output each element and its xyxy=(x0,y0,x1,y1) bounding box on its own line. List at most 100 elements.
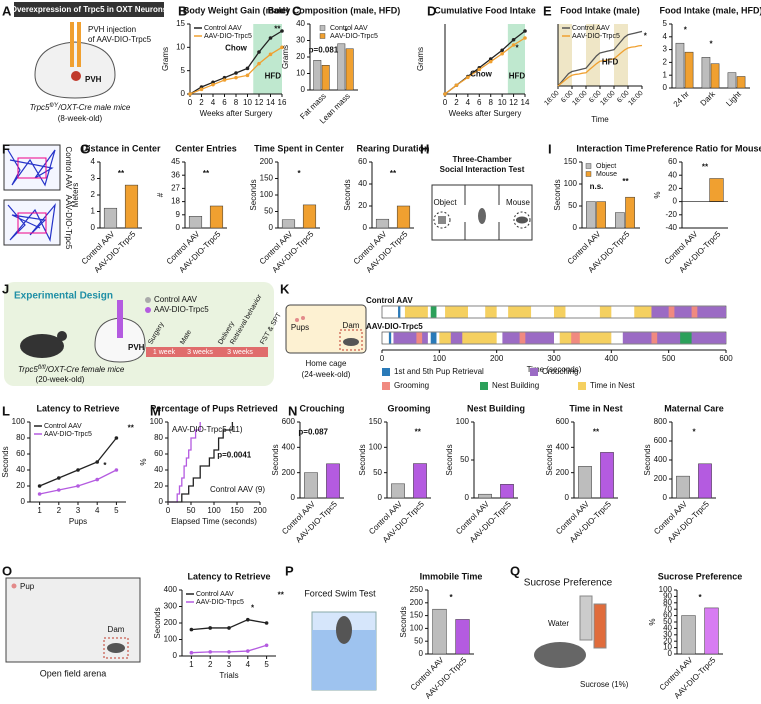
x-tick-label: 8 xyxy=(488,98,493,107)
y-axis-label: % xyxy=(653,191,662,198)
segment xyxy=(393,332,428,344)
x-tick-label: 5 xyxy=(264,660,269,669)
x-tick-label: 0 xyxy=(380,354,385,363)
chart-title: Nest Building xyxy=(467,403,525,413)
annotation: ** xyxy=(622,177,629,186)
genotype: fl/Y xyxy=(50,103,60,109)
annotation: ** xyxy=(593,428,600,437)
chart-title: Percentage of Pups Retrieved xyxy=(150,403,278,413)
bar xyxy=(375,218,390,229)
x-tick-label: 3 xyxy=(227,660,232,669)
y-tick-label: 400 xyxy=(164,585,178,594)
strain: Trpc5fl/fl/OXT-Cre female mice xyxy=(18,365,125,375)
y-tick-label: 0 xyxy=(176,223,181,232)
y-tick-label: 0 xyxy=(269,223,274,232)
x-tick-label: 18:00 xyxy=(543,90,560,107)
y-axis-label: Grams xyxy=(161,47,170,71)
y-tick-label: 50 xyxy=(414,636,423,645)
x-tick-label: 500 xyxy=(662,354,676,363)
legend-label: Control AAV xyxy=(572,25,610,32)
arena-label: Open field arena xyxy=(40,668,107,678)
y-tick-label: 100 xyxy=(564,179,578,188)
y-tick-label: 60 xyxy=(16,449,25,458)
legend-swatch xyxy=(530,368,538,376)
point xyxy=(477,67,482,72)
y-axis-label: % xyxy=(648,618,657,625)
y-tick-label: 50 xyxy=(460,455,469,464)
point xyxy=(268,52,273,57)
annotation: * xyxy=(709,40,713,49)
x-axis-label: Weeks after Surgery xyxy=(449,109,522,118)
x-axis-label: Weeks after Surgery xyxy=(200,109,273,118)
y-axis-label: Seconds xyxy=(153,607,162,638)
legend-label: Control AAV (9) xyxy=(210,485,265,494)
x-tick-label: 100 xyxy=(207,506,221,515)
x-tick-label: 10 xyxy=(498,98,507,107)
chart-title: Grooming xyxy=(388,403,431,413)
segment xyxy=(554,306,566,318)
point xyxy=(211,82,215,87)
x-tick-label: 16 xyxy=(278,98,287,107)
bar xyxy=(615,212,625,229)
point xyxy=(246,617,250,622)
y-tick-label: 100 xyxy=(456,417,470,426)
y-tick-label: 400 xyxy=(556,442,570,451)
bar xyxy=(209,205,224,229)
y-tick-label: 100 xyxy=(12,417,26,426)
annotation: Chow xyxy=(470,70,493,79)
panel-label: D xyxy=(427,3,436,18)
point xyxy=(280,29,284,33)
group-label: AAV-DIO-Trpc5 xyxy=(154,305,209,314)
segment xyxy=(651,306,726,318)
panel-label: J xyxy=(2,281,9,296)
y-axis-label: Grams xyxy=(281,45,290,69)
point xyxy=(234,75,238,80)
legend-swatch xyxy=(319,33,326,39)
legend-swatch xyxy=(480,382,488,390)
water-label: Water xyxy=(548,619,569,628)
y-tick-label: 20 xyxy=(296,52,305,61)
point xyxy=(264,643,269,648)
brain xyxy=(34,41,116,99)
legend-swatch xyxy=(382,368,390,376)
shaded-region xyxy=(586,24,600,86)
pup-label: Pup xyxy=(20,582,35,591)
y-tick-label: 200 xyxy=(164,618,178,627)
bar xyxy=(124,184,139,229)
y-tick-label: 27 xyxy=(171,184,180,193)
y-tick-label: 60 xyxy=(663,611,672,620)
legend-label: 1st and 5th Pup Retrieval xyxy=(394,367,484,376)
y-tick-label: 2 xyxy=(91,190,96,199)
chart-title: Food Intake (male) xyxy=(560,5,640,15)
x-tick-label: 150 xyxy=(230,506,244,515)
segment xyxy=(502,332,554,344)
y-tick-label: 0 xyxy=(91,223,96,232)
chart-title: Rearing Duration xyxy=(356,143,429,153)
y-tick-label: 40 xyxy=(668,170,677,179)
point xyxy=(246,649,250,653)
bar xyxy=(345,48,354,91)
x-tick-label: AAV-DIO-Trpc5 xyxy=(672,655,717,700)
syringe xyxy=(117,300,123,338)
x-tick-label: 24 hr xyxy=(672,89,691,108)
strain-rest: /OXT-Cre female mice xyxy=(45,365,125,374)
x-axis-label: Trials xyxy=(219,671,238,680)
bar xyxy=(313,60,322,91)
interval: 1 week xyxy=(153,349,176,356)
pup xyxy=(11,583,17,589)
y-tick-label: 0 xyxy=(668,649,673,658)
y-axis-label: Grams xyxy=(416,47,425,71)
banner-text: Overexpression of Trpc5 in OXT Neurons xyxy=(11,5,168,14)
annotation: ** xyxy=(128,424,135,433)
point xyxy=(280,45,284,50)
y-tick-label: 0 xyxy=(378,493,383,502)
bar xyxy=(684,51,694,89)
y-tick-label: 5 xyxy=(181,66,186,75)
y-tick-label: 0 xyxy=(419,649,424,658)
x-tick-label: AAV-DIO-Trpc5 xyxy=(677,229,722,274)
y-tick-label: 50 xyxy=(663,617,672,626)
panel-label: E xyxy=(543,3,552,18)
strain: Trpc5fl/Y/OXT-Cre male mice xyxy=(30,103,131,113)
y-tick-label: 100 xyxy=(260,190,274,199)
y-tick-label: 3 xyxy=(663,45,668,54)
